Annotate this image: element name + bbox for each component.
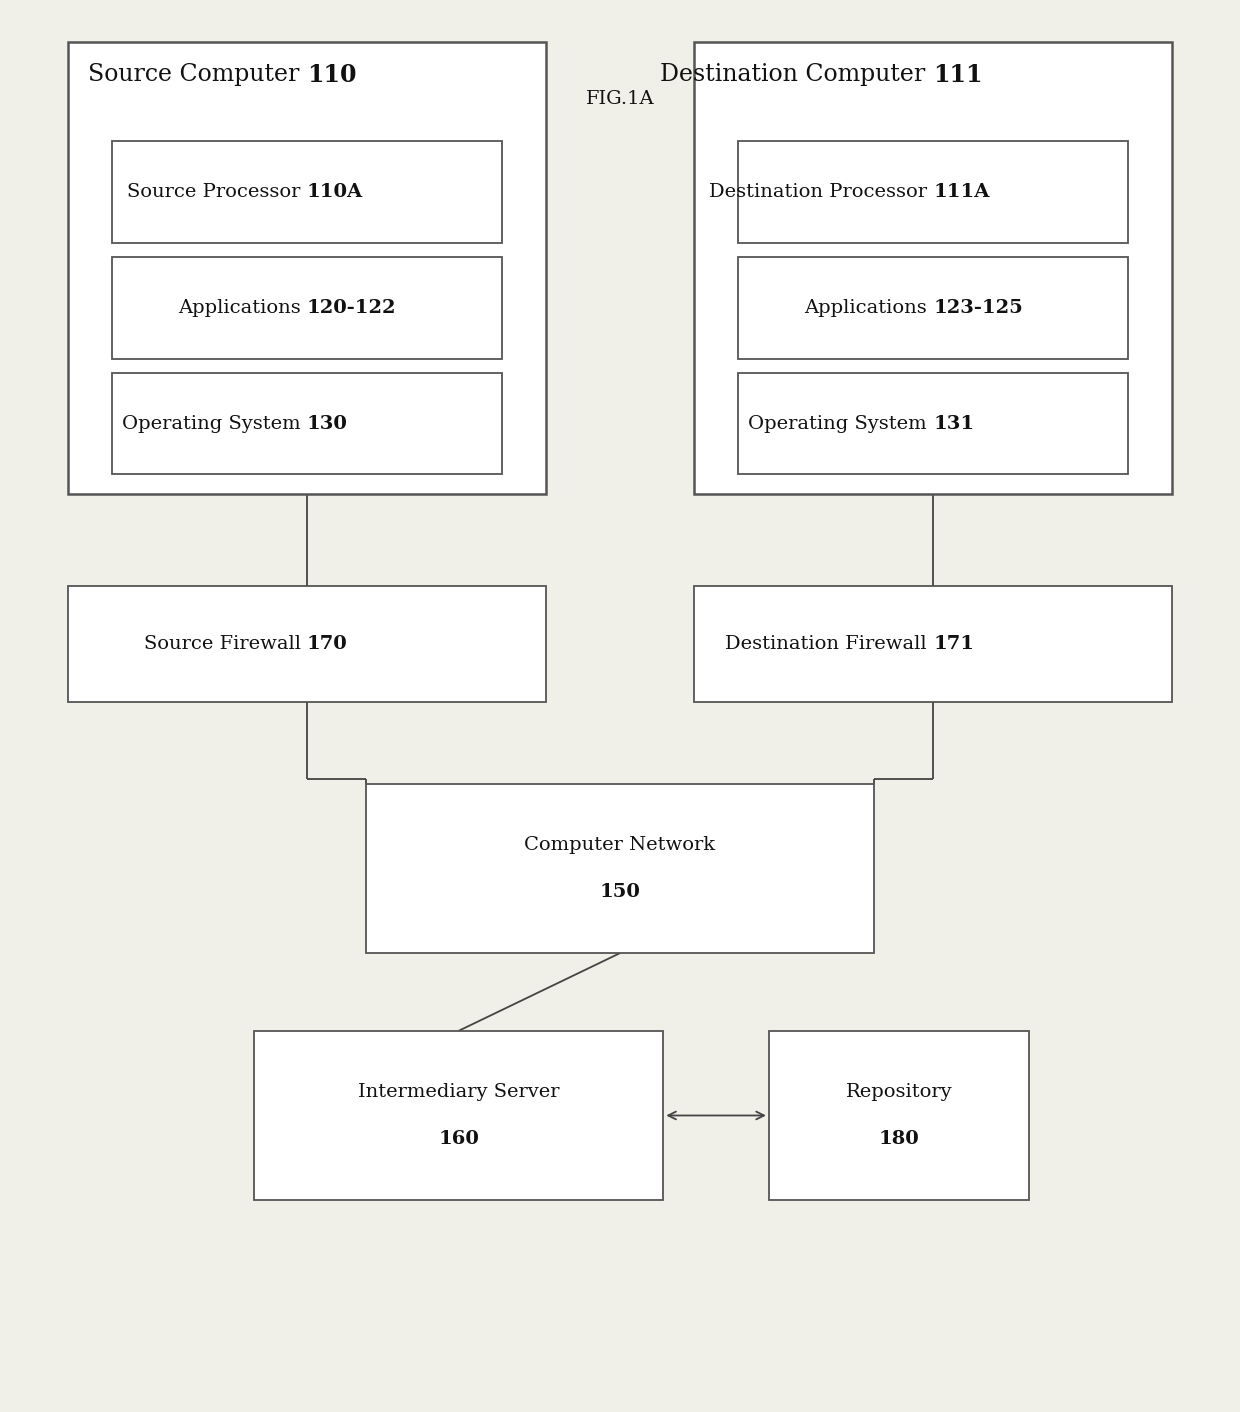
Text: Applications: Applications — [177, 299, 306, 316]
Text: 171: 171 — [934, 635, 975, 652]
Bar — [769, 1031, 1029, 1200]
Text: Source Computer: Source Computer — [88, 64, 306, 86]
Text: 130: 130 — [306, 415, 347, 432]
Text: FIG.1A: FIG.1A — [585, 90, 655, 107]
Text: 170: 170 — [306, 635, 347, 652]
Bar — [738, 257, 1128, 359]
Text: 131: 131 — [932, 415, 975, 432]
Bar — [112, 257, 502, 359]
Bar — [68, 586, 546, 702]
Bar — [112, 141, 502, 243]
Bar — [68, 42, 546, 494]
Bar — [366, 784, 874, 953]
Text: Intermediary Server: Intermediary Server — [358, 1083, 559, 1101]
Text: 123-125: 123-125 — [932, 299, 1023, 316]
Text: 180: 180 — [879, 1130, 919, 1148]
Text: Computer Network: Computer Network — [525, 836, 715, 854]
Bar — [738, 373, 1128, 474]
Text: 111A: 111A — [932, 184, 990, 201]
Text: Operating System: Operating System — [748, 415, 932, 432]
Text: Source Processor: Source Processor — [128, 184, 306, 201]
Bar — [694, 586, 1172, 702]
Bar — [694, 42, 1172, 494]
Bar — [738, 141, 1128, 243]
Text: Operating System: Operating System — [122, 415, 306, 432]
Text: Source Firewall: Source Firewall — [144, 635, 306, 652]
Text: 160: 160 — [439, 1130, 479, 1148]
Text: Applications: Applications — [804, 299, 932, 316]
Bar — [112, 373, 502, 474]
Bar — [254, 1031, 663, 1200]
Text: 110: 110 — [306, 64, 356, 86]
Text: 110A: 110A — [306, 184, 363, 201]
Text: Destination Processor: Destination Processor — [709, 184, 932, 201]
Text: Destination Computer: Destination Computer — [661, 64, 934, 86]
Text: 120-122: 120-122 — [306, 299, 397, 316]
Text: 111: 111 — [934, 64, 982, 86]
Text: Repository: Repository — [846, 1083, 952, 1101]
Text: 150: 150 — [600, 882, 640, 901]
Text: Destination Firewall: Destination Firewall — [725, 635, 934, 652]
